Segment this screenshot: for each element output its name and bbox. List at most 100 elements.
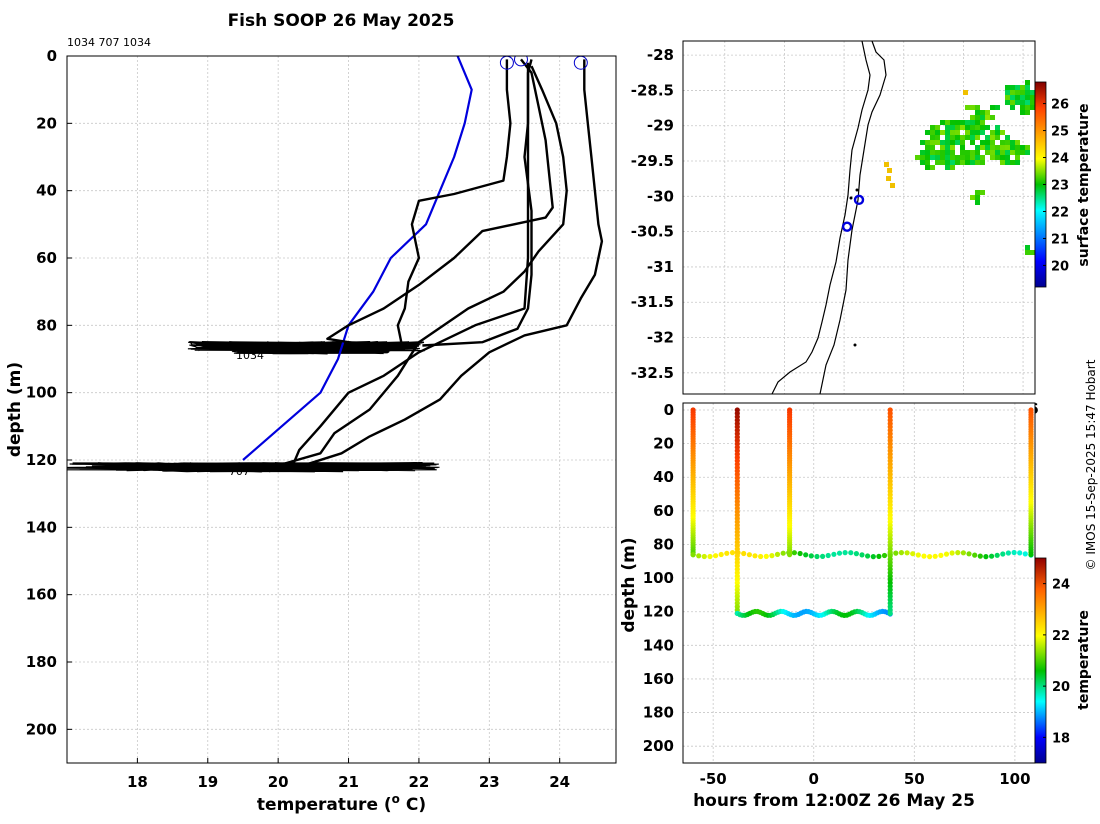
- sst-pixel: [985, 150, 990, 155]
- sst-pixel: [1005, 145, 1010, 150]
- sst-pixel: [1025, 100, 1030, 105]
- track-point: [746, 552, 753, 558]
- track-point: [724, 550, 730, 556]
- track-point: [949, 550, 955, 556]
- sst-pixel: [925, 145, 930, 150]
- sst-pixel: [945, 140, 950, 145]
- sst-pixel: [945, 120, 950, 125]
- track-point: [1005, 550, 1012, 556]
- sst-pixel: [965, 155, 970, 160]
- track-point: [927, 554, 933, 560]
- sst-pixel: [1015, 140, 1020, 145]
- track-point: [729, 550, 736, 556]
- sst-pixel: [955, 125, 960, 130]
- profile-line: [326, 58, 554, 347]
- sst-pixel: [920, 155, 925, 160]
- track-point: [983, 554, 989, 560]
- sst-pixel: [975, 200, 980, 205]
- sst-pixel: [950, 130, 955, 135]
- sst-pixel: [965, 125, 970, 130]
- track-y-tick-label: 140: [643, 636, 674, 654]
- sst-pixel: [965, 160, 970, 165]
- sst-pixel: [955, 160, 960, 165]
- tow-annotation-707: 707: [229, 465, 250, 478]
- y-tick-label: 180: [26, 653, 57, 671]
- sst-colorbar-tick-label: 25: [1051, 125, 1069, 140]
- sst-pixel: [1025, 245, 1030, 250]
- sst-pixel: [980, 145, 985, 150]
- sst-pixel: [1025, 150, 1030, 155]
- track-y-tick-label: 180: [643, 704, 674, 722]
- station-marker: [841, 221, 853, 232]
- sst-pixel: [970, 130, 975, 135]
- sst-pixel: [1005, 95, 1010, 100]
- sst-pixel: [980, 190, 985, 195]
- track-point: [881, 552, 888, 559]
- sst-pixel: [1000, 160, 1005, 165]
- sst-pixel: [1005, 160, 1010, 165]
- sst-colorbar-tick-label: 22: [1051, 205, 1069, 220]
- profile-line: [422, 59, 533, 347]
- track-point: [989, 553, 995, 559]
- sst-pixel: [950, 165, 955, 170]
- track-x-tick-label: 50: [904, 770, 925, 788]
- track-point: [898, 550, 905, 556]
- sst-pixel: [945, 150, 950, 155]
- sst-pixel: [960, 150, 965, 155]
- sst-pixel: [970, 115, 975, 120]
- sst-pixel: [965, 150, 970, 155]
- track-point: [808, 553, 814, 559]
- sst-pixel: [975, 115, 980, 120]
- y-tick-label: 100: [26, 384, 57, 402]
- sst-pixel: [940, 150, 945, 155]
- y-tick-label: 200: [26, 720, 57, 738]
- sst-pixel: [930, 155, 935, 160]
- sst-pixel: [930, 140, 935, 145]
- map-y-tick-label: -31.5: [631, 293, 674, 311]
- track-point: [696, 553, 702, 559]
- sst-pixel: [1010, 95, 1015, 100]
- sst-pixel: [1015, 150, 1020, 155]
- profile-frame: [66, 55, 617, 764]
- sst-pixel: [1005, 150, 1010, 155]
- sst-pixel: [980, 110, 985, 115]
- map-panel: -28 -28.5 -29 -29.5 -30 -30.5 -31 -31.5 -32 -32.5…: [631, 40, 1092, 418]
- sst-pixel: [1030, 250, 1035, 255]
- x-tick-label: 24: [549, 773, 570, 791]
- track-x-tick-label: 100: [999, 770, 1030, 788]
- sst-pixel: [920, 160, 925, 165]
- sst-pixel: [960, 135, 965, 140]
- x-tick-label: 21: [338, 773, 359, 791]
- sst-pixel-warm: [886, 176, 891, 181]
- track-point: [780, 550, 786, 556]
- sst-colorbar-tick-label: 21: [1051, 232, 1069, 247]
- bottom-tow-trace: [151, 466, 346, 473]
- track-point: [955, 550, 961, 556]
- track-point: [1000, 551, 1006, 557]
- track-point: [791, 550, 798, 556]
- sst-pixel: [935, 135, 940, 140]
- track-x-axis-label: hours from 12:00Z 26 May 25: [693, 791, 975, 811]
- sst-pixel: [1000, 150, 1005, 155]
- sst-pixel: [975, 145, 980, 150]
- track-point: [741, 550, 747, 557]
- sst-pixel: [1010, 140, 1015, 145]
- track-point: [825, 552, 831, 559]
- tow-annotation-1034: 1034: [236, 349, 264, 362]
- map-y-tick-label: -28.5: [631, 81, 674, 99]
- track-background: [683, 403, 1035, 763]
- sst-pixel: [990, 140, 995, 145]
- sst-pixel: [950, 160, 955, 165]
- sst-pixel: [1005, 100, 1010, 105]
- sst-pixel: [965, 105, 970, 110]
- track-point: [1017, 550, 1023, 556]
- sst-pixel: [945, 155, 950, 160]
- profile-line: [298, 59, 604, 468]
- sst-pixel: [970, 120, 975, 125]
- track-point: [972, 552, 978, 558]
- sst-pixel: [925, 130, 930, 135]
- island: [855, 188, 859, 192]
- track-point: [865, 553, 871, 559]
- profile-panel: 18 19 20 21 22 23 24 0 20 40 60 80 100 120 140 160 180 20…: [5, 47, 617, 815]
- sst-pixel: [925, 165, 930, 170]
